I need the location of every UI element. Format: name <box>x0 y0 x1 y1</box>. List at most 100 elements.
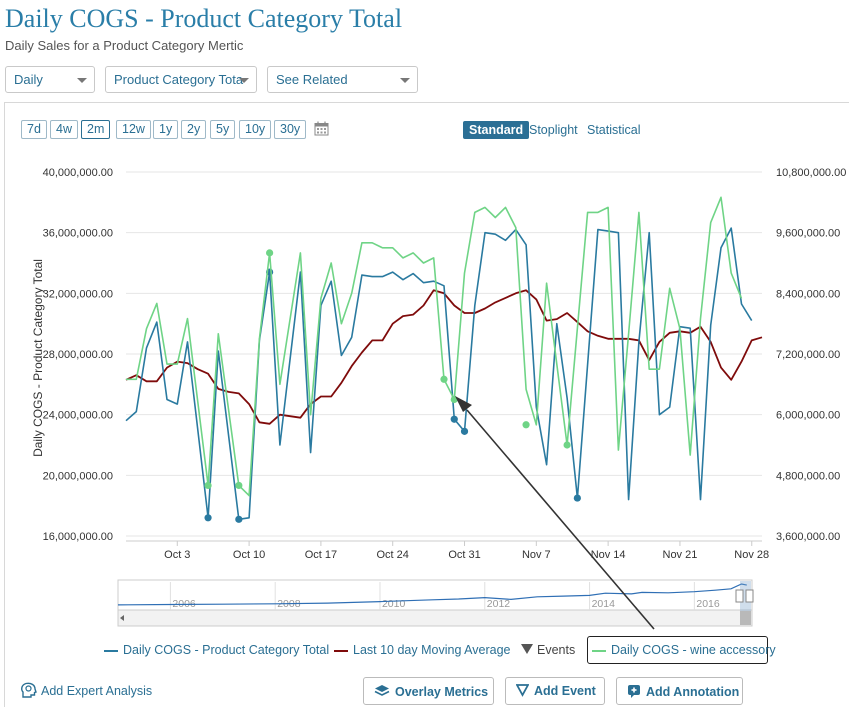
legend-events[interactable]: Events <box>520 643 575 657</box>
overlay-metrics-button[interactable]: Overlay Metrics <box>363 677 494 705</box>
navigator-scrollbar <box>117 609 753 627</box>
event-label: Add Event <box>534 684 596 698</box>
y-tick-label-right: 8,400,000.00 <box>776 288 840 300</box>
data-point-marker <box>204 514 212 522</box>
expert-label: Add Expert Analysis <box>41 684 153 698</box>
y-tick-label: 32,000,000.00 <box>43 288 113 300</box>
data-point-marker <box>563 441 571 449</box>
chart-series <box>125 196 763 523</box>
legend-label: Last 10 day Moving Average <box>353 643 511 657</box>
range-4w-button[interactable]: 4w <box>50 120 78 139</box>
data-point-marker <box>522 421 530 429</box>
y-axis-left: 40,000,000.00 36,000,000.00 32,000,000.00 2… <box>43 167 113 543</box>
add-expert-analysis-link[interactable]: Add Expert Analysis <box>20 682 152 699</box>
navigator-handle-right <box>745 589 754 603</box>
x-tick-label: Oct 24 <box>377 549 409 561</box>
y-tick-label: 40,000,000.00 <box>43 167 113 179</box>
legend-label: Daily COGS - wine accessory <box>611 643 776 657</box>
annotation-label: Add Annotation <box>646 685 740 699</box>
range-2m-button[interactable]: 2m <box>81 120 111 139</box>
x-tick-label: Nov 14 <box>591 549 626 561</box>
x-tick-label: Nov 7 <box>522 549 551 561</box>
navigator-year-label: 2012 <box>487 598 511 610</box>
legend-total[interactable]: Daily COGS - Product Category Total <box>104 643 329 657</box>
navigator-year-label: 2014 <box>592 598 616 610</box>
chevron-down-icon <box>400 78 410 83</box>
navigator-year-label: 2010 <box>382 598 406 610</box>
period-select[interactable]: Daily <box>5 66 95 93</box>
navigator-line <box>117 583 747 606</box>
range-5y-button[interactable]: 5y <box>210 120 236 139</box>
x-tick-label: Oct 31 <box>448 549 480 561</box>
y-tick-label: 24,000,000.00 <box>43 410 113 422</box>
overlay-label: Overlay Metrics <box>395 685 489 699</box>
y-axis-label: Daily COGS - Product Category Total <box>31 259 45 457</box>
add-annotation-button[interactable]: Add Annotation <box>616 677 743 705</box>
navigator-year-label: 2016 <box>696 598 720 610</box>
data-point-marker <box>440 375 448 383</box>
view-statistical-button[interactable]: Statistical <box>587 123 641 137</box>
navigator-selection <box>740 581 751 625</box>
related-select[interactable]: See Related <box>267 66 418 93</box>
y-tick-label: 28,000,000.00 <box>43 349 113 361</box>
y-tick-label-right: 6,000,000.00 <box>776 410 840 422</box>
range-2y-button[interactable]: 2y <box>181 120 207 139</box>
data-point-marker <box>235 481 243 490</box>
layers-icon <box>374 685 390 696</box>
event-icon <box>515 684 530 697</box>
highlight-box <box>587 636 768 664</box>
range-30y-button[interactable]: 30y <box>274 120 307 139</box>
y-tick-label: 36,000,000.00 <box>43 228 113 240</box>
y-tick-label-right: 9,600,000.00 <box>776 228 840 240</box>
brain-head-icon <box>21 682 37 698</box>
x-tick-label: Oct 3 <box>164 549 190 561</box>
y-tick-label-right: 10,800,000.00 <box>776 167 846 179</box>
range-10y-button[interactable]: 10y <box>239 120 272 139</box>
range-1y-button[interactable]: 1y <box>153 120 179 139</box>
legend-moving-average[interactable]: Last 10 day Moving Average <box>334 643 511 657</box>
annotation-icon <box>628 685 640 698</box>
metric-select[interactable]: Product Category Tota <box>105 66 257 93</box>
data-point-marker <box>266 249 274 257</box>
legend-swatch <box>104 649 118 652</box>
range-7d-button[interactable]: 7d <box>21 120 47 139</box>
legend-label: Events <box>537 643 576 657</box>
y-tick-label: 20,000,000.00 <box>43 470 113 482</box>
y-axis-right: 10,800,000.00 9,600,000.00 8,400,000.00 7,2… <box>776 167 846 543</box>
legend-label: Daily COGS - Product Category Total <box>123 643 330 657</box>
y-tick-label-right: 4,800,000.00 <box>776 470 840 482</box>
legend-swatch <box>334 649 348 652</box>
view-stoplight-button[interactable]: Stoplight <box>529 123 578 137</box>
chart-panel <box>4 102 849 707</box>
legend-wine[interactable]: Daily COGS - wine accessory <box>592 643 776 657</box>
x-axis: Oct 3 Oct 10 Oct 17 Oct 24 Oct 31 Nov 7 Nov 14… <box>164 541 769 561</box>
metric-select-value: Product Category Tota <box>114 72 244 87</box>
data-point-marker <box>235 515 243 523</box>
period-select-value: Daily <box>14 72 43 87</box>
x-tick-label: Oct 17 <box>305 549 337 561</box>
data-point-marker <box>573 494 581 502</box>
page-subtitle: Daily Sales for a Product Category Merti… <box>5 38 244 53</box>
page-title: Daily COGS - Product Category Total <box>5 4 403 33</box>
series-total-line <box>125 227 753 521</box>
related-select-value: See Related <box>276 72 348 87</box>
range-12w-button[interactable]: 12w <box>116 120 151 139</box>
add-event-button[interactable]: Add Event <box>505 677 605 705</box>
annotation-arrow <box>455 396 655 630</box>
y-tick-label-right: 3,600,000.00 <box>776 531 840 543</box>
x-tick-label: Nov 21 <box>663 549 698 561</box>
scroll-left-icon <box>120 615 124 621</box>
x-tick-label: Oct 10 <box>233 549 265 561</box>
legend-swatch <box>592 649 606 652</box>
view-standard-button[interactable]: Standard <box>463 121 530 139</box>
range-navigator: 2006 2008 2010 2012 2014 2016 <box>117 579 754 627</box>
x-tick-label: Nov 28 <box>734 549 769 561</box>
triangle-down-icon <box>521 644 533 654</box>
calendar-icon[interactable] <box>314 121 329 136</box>
y-tick-label: 16,000,000.00 <box>43 531 113 543</box>
y-tick-label-right: 7,200,000.00 <box>776 349 840 361</box>
data-point-marker <box>204 481 212 490</box>
series-wine <box>126 196 743 497</box>
chevron-down-icon <box>77 78 87 83</box>
